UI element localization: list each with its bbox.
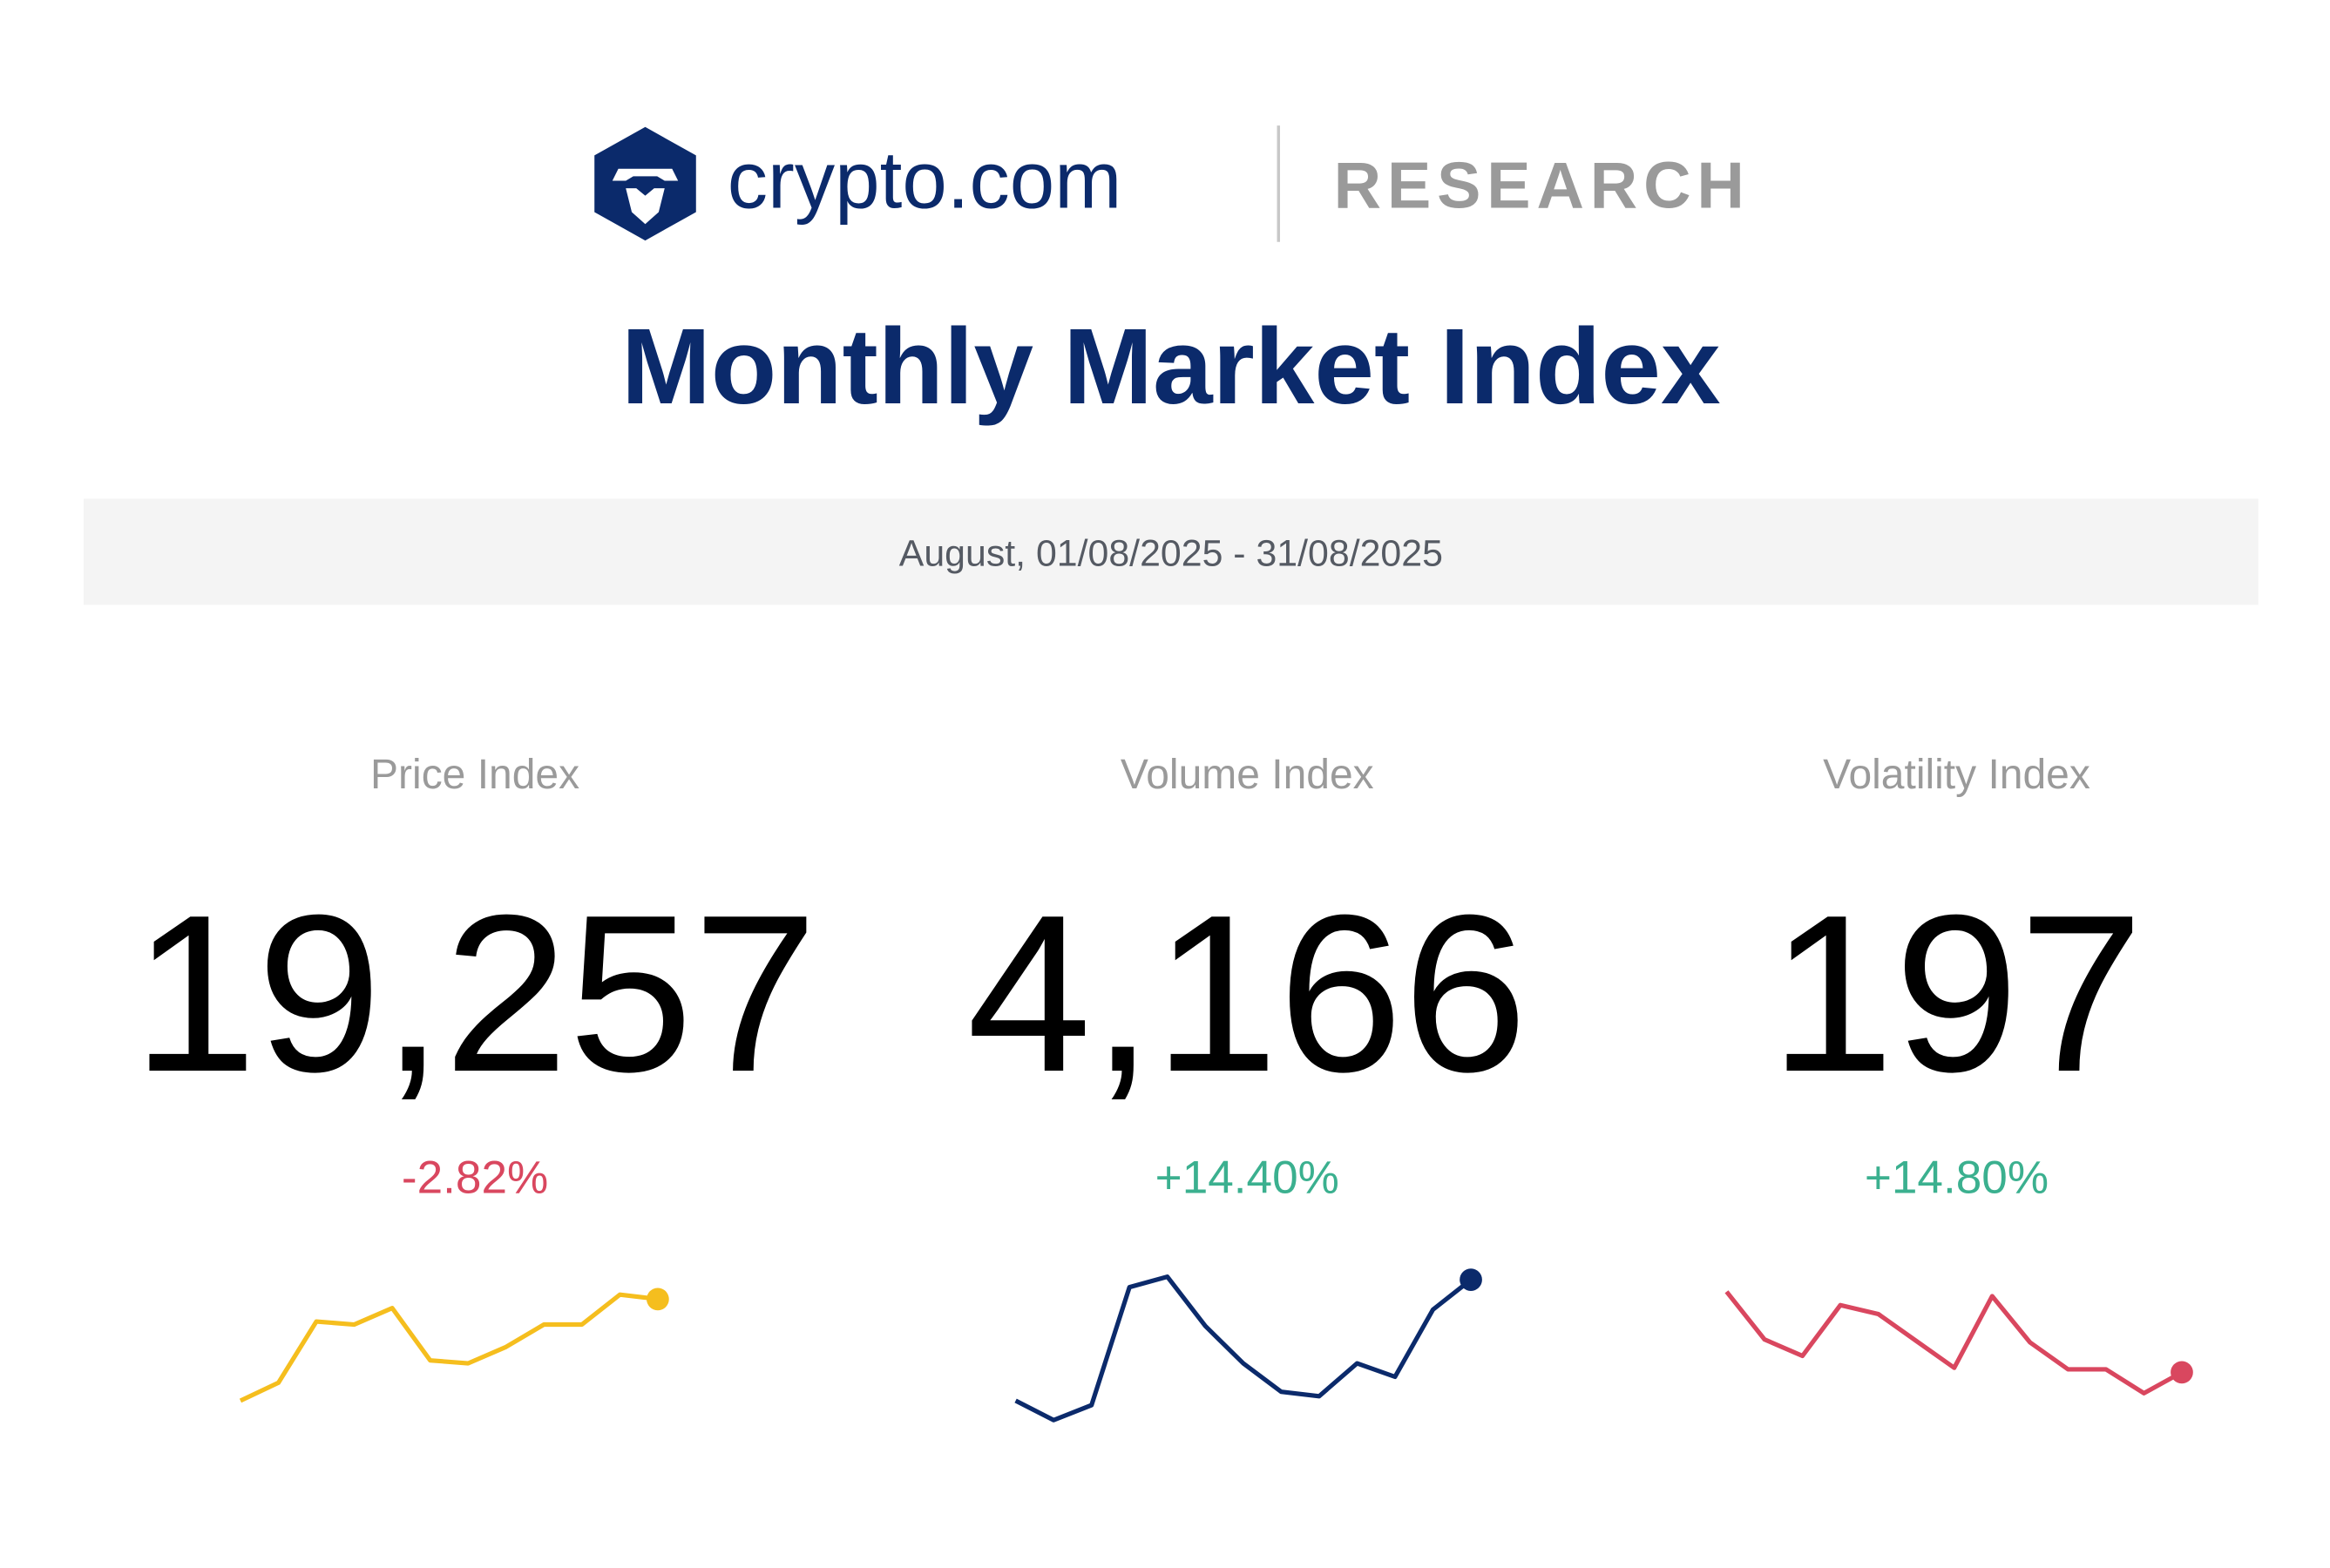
section-name: RESEARCH bbox=[1334, 148, 1751, 221]
period: August, 01/08/2025 - 31/08/2025 bbox=[899, 533, 1443, 575]
brand-name: crypto.com bbox=[728, 134, 1122, 225]
sparkline bbox=[239, 1292, 659, 1403]
index-change: -2.82% bbox=[402, 1152, 548, 1204]
logo-hexagon bbox=[594, 126, 696, 241]
index-value: 19,257 bbox=[132, 868, 817, 1119]
index-value: 197 bbox=[1770, 868, 2144, 1119]
index-columns: Price Index 19,257 -2.82% Volume Index 4,166… bbox=[132, 752, 2193, 1423]
index-name: Price Index bbox=[370, 752, 579, 798]
index-change: +14.40% bbox=[1155, 1152, 1339, 1204]
index-name: Volume Index bbox=[1121, 752, 1374, 798]
sparkline-end-dot bbox=[2171, 1361, 2193, 1384]
title: Monthly Market Index bbox=[621, 307, 1721, 427]
index-name: Volatility Index bbox=[1823, 752, 2090, 798]
index-value: 4,166 bbox=[967, 868, 1527, 1119]
period-bar bbox=[83, 498, 2259, 605]
sparkline-end-dot bbox=[1460, 1268, 1482, 1291]
sparkline bbox=[1724, 1290, 2184, 1396]
logo bbox=[594, 126, 696, 241]
index-change: +14.80% bbox=[1865, 1152, 2049, 1204]
logo-lion bbox=[612, 168, 679, 225]
sparkline bbox=[1014, 1274, 1473, 1423]
sparkline-end-dot bbox=[647, 1288, 669, 1311]
